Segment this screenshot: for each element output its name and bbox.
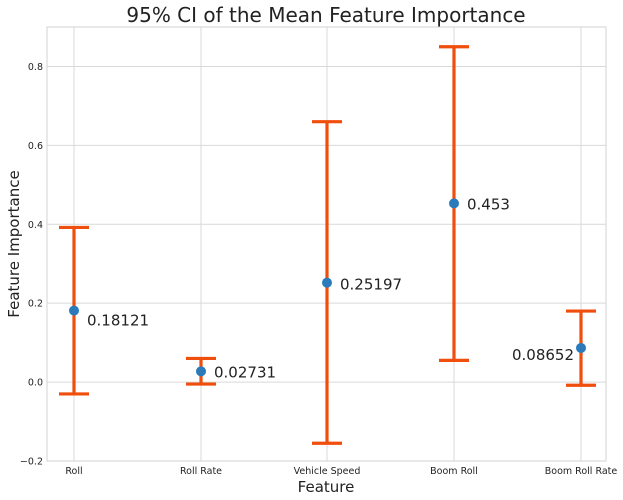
x-tick-label: Roll — [65, 466, 82, 477]
mean-point — [576, 342, 586, 353]
y-tick-label: 0.6 — [28, 141, 43, 152]
x-tick-labels: Roll Roll Rate Vehicle Speed Boom Roll Boom … — [65, 466, 617, 477]
x-tick-label: Roll Rate — [180, 466, 222, 477]
mean-point — [322, 277, 332, 288]
y-axis-label: Feature Importance — [5, 170, 23, 317]
y-tick-label: 0.4 — [28, 220, 43, 231]
value-label: 0.453 — [467, 195, 510, 213]
value-label: 0.02731 — [214, 363, 276, 381]
x-axis-label: Feature — [298, 478, 355, 496]
plot-frame — [46, 26, 607, 462]
mean-points — [69, 198, 586, 377]
mean-point — [69, 305, 79, 316]
chart-title: 95% CI of the Mean Feature Importance — [126, 3, 525, 27]
y-tick-label: 0.2 — [28, 299, 43, 310]
value-label: 0.18121 — [87, 312, 149, 330]
y-tick-labels: −0.2 0.0 0.2 0.4 0.6 0.8 — [20, 62, 43, 468]
mean-point — [196, 366, 206, 377]
x-tick-label: Boom Roll Rate — [545, 466, 618, 477]
value-label: 0.25197 — [340, 276, 402, 294]
value-labels: 0.18121 0.02731 0.25197 0.453 0.08652 — [87, 195, 574, 381]
x-tick-label: Boom Roll — [430, 466, 478, 477]
x-tick-label: Vehicle Speed — [294, 466, 361, 477]
mean-point — [449, 198, 459, 209]
y-tick-label: 0.0 — [28, 378, 43, 389]
y-tick-label: 0.8 — [28, 62, 43, 73]
y-tick-label: −0.2 — [20, 457, 43, 468]
value-label: 0.08652 — [512, 346, 574, 364]
